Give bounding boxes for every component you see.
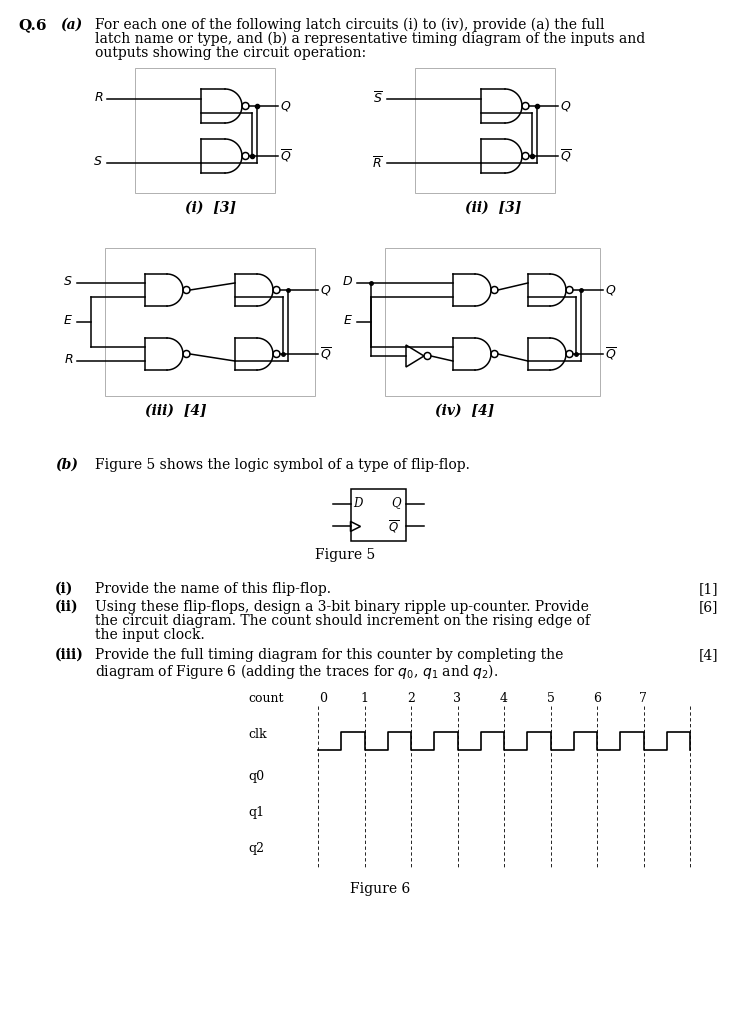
Text: (a): (a) bbox=[60, 18, 82, 32]
Text: [4]: [4] bbox=[698, 648, 718, 662]
Text: 7: 7 bbox=[639, 692, 647, 705]
Text: q0: q0 bbox=[248, 770, 264, 783]
Text: For each one of the following latch circuits (i) to (iv), provide (a) the full: For each one of the following latch circ… bbox=[95, 18, 605, 33]
Text: (iii)  [4]: (iii) [4] bbox=[145, 404, 207, 418]
Text: $Q$: $Q$ bbox=[280, 99, 291, 113]
Text: count: count bbox=[248, 692, 283, 705]
Bar bbox=[105, 248, 315, 396]
Text: D: D bbox=[353, 497, 363, 510]
Text: $R$: $R$ bbox=[94, 90, 103, 103]
Text: latch name or type, and (b) a representative timing diagram of the inputs and: latch name or type, and (b) a representa… bbox=[95, 32, 646, 46]
Bar bbox=[135, 68, 275, 193]
Text: Using these flip-flops, design a 3-bit binary ripple up-counter. Provide: Using these flip-flops, design a 3-bit b… bbox=[95, 600, 589, 614]
Text: $E$: $E$ bbox=[343, 314, 353, 327]
Text: diagram of Figure 6 (adding the traces for $q_0$, $q_1$ and $q_2$).: diagram of Figure 6 (adding the traces f… bbox=[95, 662, 498, 681]
Text: $Q$: $Q$ bbox=[560, 99, 572, 113]
Text: $Q$: $Q$ bbox=[605, 283, 616, 297]
Text: 0: 0 bbox=[319, 692, 327, 705]
Text: $\overline{Q}$: $\overline{Q}$ bbox=[387, 518, 399, 535]
Text: $R$: $R$ bbox=[63, 353, 73, 366]
Text: 2: 2 bbox=[407, 692, 415, 705]
Text: 4: 4 bbox=[500, 692, 508, 705]
Text: (i)  [3]: (i) [3] bbox=[185, 201, 236, 215]
Text: Provide the name of this flip-flop.: Provide the name of this flip-flop. bbox=[95, 582, 331, 596]
Text: Q: Q bbox=[392, 497, 401, 510]
Text: (iii): (iii) bbox=[55, 648, 84, 662]
Text: (iv)  [4]: (iv) [4] bbox=[435, 404, 495, 418]
Text: $\overline{S}$: $\overline{S}$ bbox=[373, 90, 383, 106]
Bar bbox=[415, 68, 555, 193]
Text: the input clock.: the input clock. bbox=[95, 628, 205, 642]
Text: Provide the full timing diagram for this counter by completing the: Provide the full timing diagram for this… bbox=[95, 648, 563, 662]
Text: $\overline{Q}$: $\overline{Q}$ bbox=[560, 148, 572, 165]
Text: $\overline{R}$: $\overline{R}$ bbox=[372, 156, 383, 171]
Text: q1: q1 bbox=[248, 806, 264, 819]
Text: the circuit diagram. The count should increment on the rising edge of: the circuit diagram. The count should in… bbox=[95, 614, 590, 628]
Text: $Q$: $Q$ bbox=[320, 283, 331, 297]
Text: $\overline{Q}$: $\overline{Q}$ bbox=[605, 346, 617, 362]
Text: $S$: $S$ bbox=[94, 156, 103, 169]
Bar bbox=[350, 489, 405, 541]
Text: $S$: $S$ bbox=[63, 275, 73, 288]
Text: (i): (i) bbox=[55, 582, 73, 596]
Text: (b): (b) bbox=[55, 458, 78, 472]
Bar bbox=[385, 248, 600, 396]
Text: clk: clk bbox=[248, 728, 267, 741]
Text: Figure 5 shows the logic symbol of a type of flip-flop.: Figure 5 shows the logic symbol of a typ… bbox=[95, 458, 470, 472]
Text: 6: 6 bbox=[593, 692, 601, 705]
Text: $\overline{Q}$: $\overline{Q}$ bbox=[320, 346, 332, 362]
Text: $\overline{Q}$: $\overline{Q}$ bbox=[280, 148, 292, 165]
Text: (ii): (ii) bbox=[55, 600, 79, 614]
Text: q2: q2 bbox=[248, 842, 264, 855]
Text: $D$: $D$ bbox=[342, 275, 353, 288]
Text: [6]: [6] bbox=[698, 600, 718, 614]
Text: 1: 1 bbox=[360, 692, 368, 705]
Text: 5: 5 bbox=[547, 692, 554, 705]
Text: Figure 6: Figure 6 bbox=[350, 882, 410, 896]
Text: Q.6: Q.6 bbox=[18, 18, 47, 32]
Text: Figure 5: Figure 5 bbox=[315, 548, 375, 562]
Text: $E$: $E$ bbox=[63, 314, 73, 327]
Text: (ii)  [3]: (ii) [3] bbox=[465, 201, 522, 215]
Text: 3: 3 bbox=[454, 692, 461, 705]
Text: outputs showing the circuit operation:: outputs showing the circuit operation: bbox=[95, 46, 366, 60]
Text: [1]: [1] bbox=[698, 582, 718, 596]
